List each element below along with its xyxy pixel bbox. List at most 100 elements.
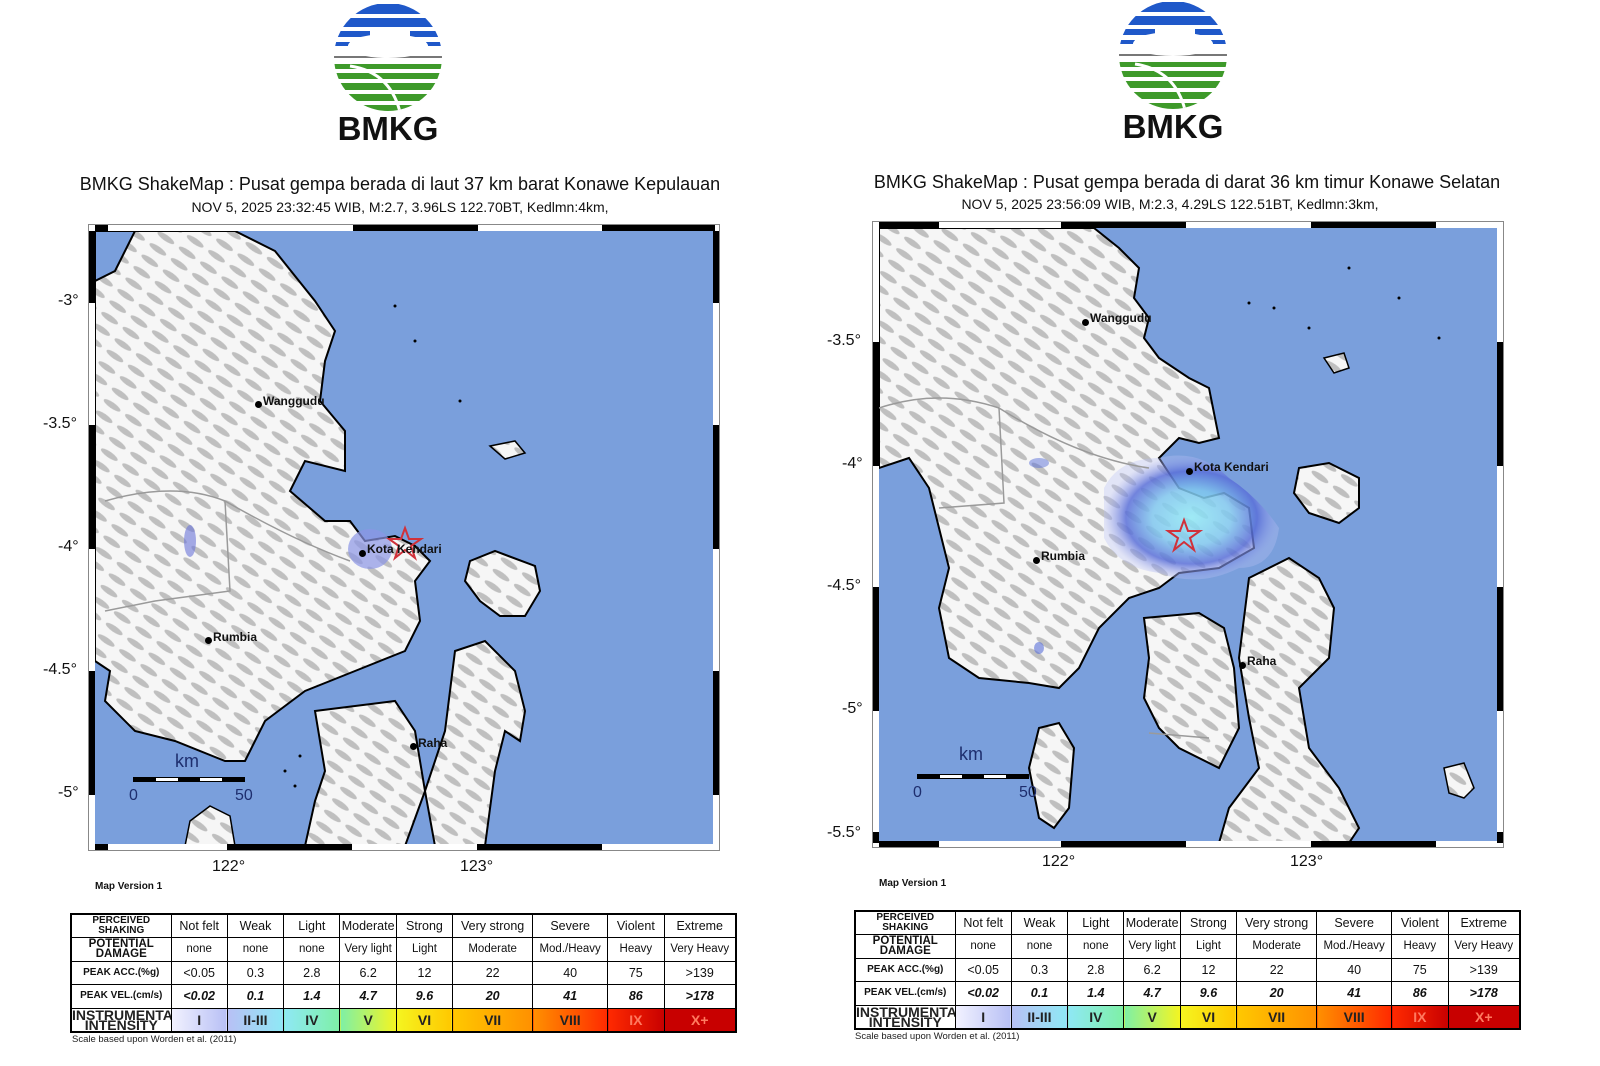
legend-cell: Extreme: [663, 913, 737, 938]
legend-cell: Very Heavy: [663, 937, 737, 962]
legend-cell: 20: [1236, 981, 1318, 1006]
map-area[interactable]: Wanggudu Kota Kendari Rumbia Raha km 0 5…: [95, 231, 713, 844]
legend-cell: Weak: [226, 913, 285, 938]
legend-cell: 40: [532, 960, 609, 985]
city-marker-icon: [1082, 319, 1089, 326]
scale-credit: Scale based upon Worden et al. (2011): [855, 1031, 1020, 1042]
map-area[interactable]: Wanggudu Kota Kendari Rumbia Raha km 0 5…: [879, 228, 1497, 841]
shakemap-panel-right: BMKG BMKG ShakeMap : Pusat gempa berada …: [785, 0, 1585, 1066]
shakemap-map[interactable]: Wanggudu Kota Kendari Rumbia Raha km 0 5…: [88, 224, 720, 851]
legend-cell: Light: [1067, 910, 1125, 935]
legend-cell: Moderate: [339, 913, 397, 938]
legend-cell: Not felt: [170, 913, 228, 938]
bmkg-emblem-icon: [1119, 2, 1227, 109]
legend-cell: 86: [607, 984, 665, 1009]
legend-row-head: INSTRUMENTAL INTENSITY: [854, 1004, 956, 1029]
frame-tick: [1497, 832, 1503, 843]
lat-tick-label: -4.5°: [43, 661, 77, 678]
lat-tick-label: -4°: [842, 455, 863, 472]
legend-row-head: PEAK ACC.(%g): [70, 960, 172, 985]
legend-cell: Heavy: [1391, 934, 1449, 959]
legend-row-acc: PEAK ACC.(%g) <0.05 0.3 2.8 6.2 12 22 40 75 >139: [70, 960, 737, 985]
lat-tick-label: -3.5°: [827, 332, 861, 349]
legend-cell: <0.05: [170, 960, 228, 985]
frame-tick: [95, 225, 108, 231]
legend-cell: 0.1: [226, 984, 285, 1009]
frame-tick: [95, 844, 108, 850]
bmkg-logo: BMKG: [1115, 0, 1231, 145]
frame-tick: [89, 671, 95, 795]
legend-intensity-cell: VII: [452, 1007, 534, 1032]
legend-intensity-cell: VI: [395, 1007, 454, 1032]
scale-unit: km: [175, 751, 199, 771]
legend-intensity-cell: X+: [663, 1007, 737, 1032]
lon-tick-label: 122°: [212, 858, 246, 875]
frame-tick: [879, 222, 939, 228]
legend-row-intensity: INSTRUMENTAL INTENSITY I II-III IV V VI VII VII…: [70, 1007, 737, 1032]
legend-cell: Light: [395, 937, 454, 962]
legend-cell: Severe: [532, 913, 609, 938]
legend-row-head: PERCEIVED SHAKING: [70, 913, 172, 938]
legend-cell: Severe: [1316, 910, 1393, 935]
legend-intensity-cell: II-III: [1010, 1004, 1069, 1029]
city-label: Kota Kendari: [367, 542, 442, 556]
legend-intensity-cell: IX: [1391, 1004, 1449, 1029]
lon-tick-label: 122°: [1042, 853, 1076, 870]
legend-intensity-cell: IV: [283, 1007, 341, 1032]
bmkg-logo: BMKG: [330, 2, 446, 147]
city-label: Wanggudu: [263, 394, 325, 408]
lat-tick-label: -3.5°: [43, 415, 77, 432]
legend-row-head: POTENTIAL DAMAGE: [854, 934, 956, 959]
shakemap-map[interactable]: Wanggudu Kota Kendari Rumbia Raha km 0 5…: [872, 221, 1504, 848]
scale-segments: [917, 774, 1029, 779]
legend-cell: Very light: [339, 937, 397, 962]
frame-tick: [1061, 841, 1186, 847]
frame-tick: [713, 425, 719, 549]
legend-cell: >178: [1447, 981, 1521, 1006]
city-marker-icon: [1186, 468, 1193, 475]
legend-cell: Violent: [1391, 910, 1449, 935]
scale-segments: [133, 777, 245, 782]
legend-cell: 20: [452, 984, 534, 1009]
legend-intensity-cell: X+: [1447, 1004, 1521, 1029]
epicenter-star-icon: [385, 525, 425, 561]
legend-cell: Strong: [395, 913, 454, 938]
frame-tick: [873, 832, 879, 843]
legend-cell: none: [283, 937, 341, 962]
legend-cell: 4.7: [1123, 981, 1181, 1006]
city-marker-icon: [1239, 662, 1246, 669]
legend-cell: Moderate: [1236, 934, 1318, 959]
legend-cell: >139: [1447, 957, 1521, 982]
legend-cell: 9.6: [1179, 981, 1238, 1006]
legend-cell: 0.3: [1010, 957, 1069, 982]
legend-row-damage: POTENTIAL DAMAGE none none none Very light Li…: [854, 934, 1521, 959]
frame-tick: [873, 587, 879, 711]
intensity-legend-table: PERCEIVED SHAKING Not felt Weak Light Modera…: [70, 913, 737, 1033]
legend-cell: <0.05: [954, 957, 1012, 982]
lon-tick-label: 123°: [460, 858, 494, 875]
lat-tick-label: -4°: [58, 538, 79, 555]
legend-cell: Very Heavy: [1447, 934, 1521, 959]
legend-cell: 2.8: [1067, 957, 1125, 982]
legend-row-head: INSTRUMENTAL INTENSITY: [70, 1007, 172, 1032]
legend-cell: 0.1: [1010, 981, 1069, 1006]
frame-tick: [713, 231, 719, 303]
shakemap-panel-left: BMKG BMKG ShakeMap : Pusat gempa berada …: [43, 2, 737, 1045]
legend-cell: Very light: [1123, 934, 1181, 959]
map-subtitle: NOV 5, 2025 23:56:09 WIB, M:2.3, 4.29LS …: [961, 196, 1379, 212]
map-version: Map Version 1: [95, 881, 163, 892]
frame-tick: [713, 671, 719, 795]
lat-tick-label: -5°: [842, 700, 863, 717]
terrain-layer: [879, 228, 1475, 841]
legend-cell: none: [954, 934, 1012, 959]
city-marker-icon: [359, 550, 366, 557]
frame-tick: [1061, 222, 1186, 228]
legend-cell: Mod./Heavy: [1316, 934, 1393, 959]
scale-min: 0: [913, 784, 922, 801]
legend-cell: 12: [1179, 957, 1238, 982]
scale-max: 50: [1019, 784, 1037, 801]
legend-cell: 22: [1236, 957, 1318, 982]
legend-cell: none: [170, 937, 228, 962]
legend-row-head: PEAK VEL.(cm/s): [854, 981, 956, 1006]
legend-intensity-cell: V: [339, 1007, 397, 1032]
